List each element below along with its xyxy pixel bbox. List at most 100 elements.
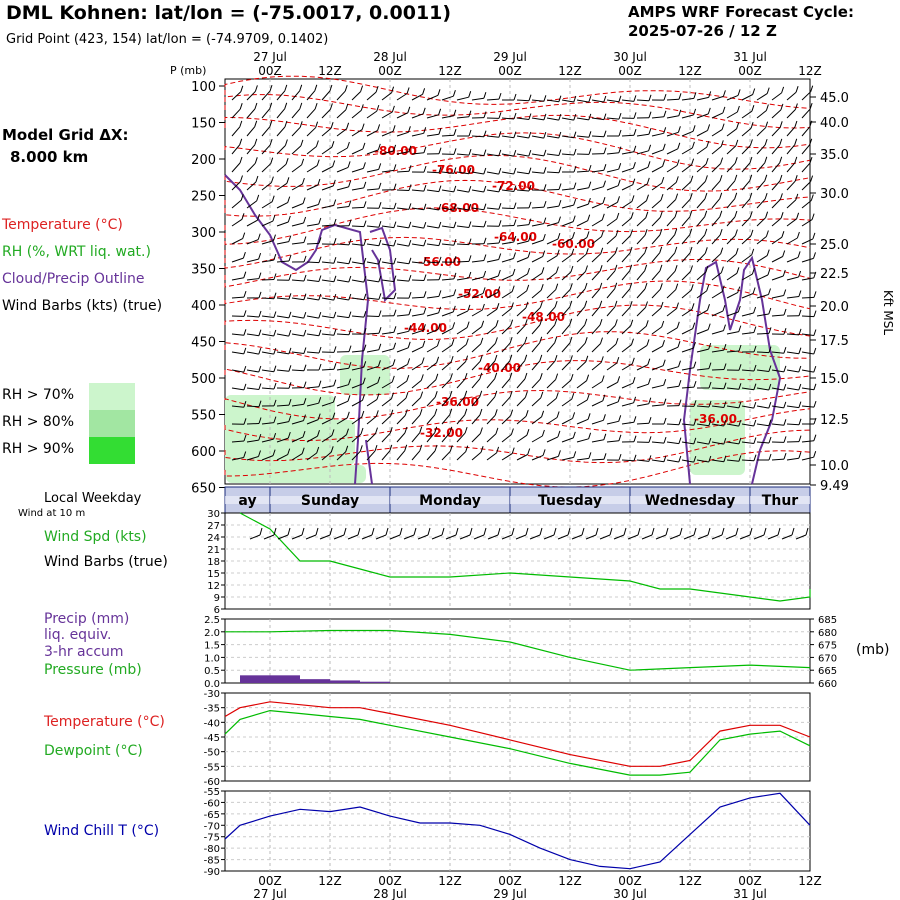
wind-barb — [531, 206, 545, 209]
wind-barb — [636, 217, 647, 227]
wind-barb — [389, 427, 393, 434]
wind-barb — [501, 207, 515, 210]
wind-barb — [558, 113, 562, 121]
wind-barb — [423, 221, 427, 229]
wind-barb — [540, 284, 544, 291]
wind-barb — [794, 103, 798, 110]
wind-barb — [651, 149, 664, 155]
wind-barb — [738, 383, 742, 390]
wind-barb — [516, 290, 527, 299]
wind-barb — [288, 382, 292, 389]
precip-bar — [270, 675, 300, 683]
wind-barb — [636, 422, 650, 425]
surface-wind-barb — [711, 534, 723, 540]
wind-barb — [561, 135, 574, 139]
wind-barb — [254, 120, 258, 127]
wind-barb — [591, 202, 604, 209]
wind-barb — [632, 178, 636, 185]
wind-barb — [648, 436, 652, 443]
wind-barb — [527, 267, 530, 275]
wind-barb — [246, 108, 256, 119]
temperature-contour-label: -76.00 — [432, 163, 475, 177]
wind-barb — [381, 450, 391, 461]
wind-speed-label: Wind Spd (kts) — [44, 529, 147, 545]
wind-barb — [749, 156, 753, 164]
wind-barb — [396, 243, 409, 247]
wind-barb — [321, 297, 334, 301]
wind-barb — [314, 84, 318, 91]
surface-wind-barb — [609, 527, 613, 536]
wind-barb — [396, 131, 409, 137]
wind-barb — [306, 184, 319, 191]
bottom-date-label: 31 Jul — [733, 887, 767, 900]
wind-barb — [360, 104, 364, 111]
wind-barb — [351, 297, 364, 301]
wind-barb — [741, 162, 751, 173]
surface-wind-barb — [389, 534, 401, 540]
wind-barb — [696, 368, 709, 371]
wind-barb — [659, 211, 663, 218]
wind-barb — [723, 455, 727, 462]
wind-barb — [734, 229, 738, 236]
wind-barb — [243, 329, 247, 336]
wind-barb — [651, 252, 661, 263]
weekday-cell-shine — [630, 496, 750, 504]
wind-barb — [681, 271, 691, 281]
wind-barb — [441, 243, 454, 246]
legend-wind: Wind Barbs (kts) (true) — [2, 298, 163, 314]
wind-barb — [516, 273, 528, 281]
wind-barb — [674, 265, 678, 272]
wind-barb — [621, 325, 632, 335]
wind-barb — [468, 167, 472, 174]
wind-barb — [426, 171, 440, 174]
wind-barb — [381, 398, 392, 407]
wind-barb — [569, 355, 573, 362]
wind-barb — [614, 319, 618, 326]
wind-barb — [663, 417, 667, 425]
wind-barb — [606, 252, 616, 263]
wind-barb — [765, 104, 769, 111]
wind-barb — [651, 326, 662, 335]
wind-barb — [276, 108, 286, 119]
wind-barb — [554, 336, 558, 343]
wind-barb — [621, 167, 634, 173]
bottom-hour-label: 12Z — [438, 874, 462, 888]
wind-barb — [633, 95, 637, 102]
wind-barb — [456, 396, 466, 407]
wind-barb — [366, 382, 379, 389]
wind-barb — [555, 266, 559, 273]
wind-barb — [764, 156, 768, 163]
wind-barb — [513, 131, 517, 138]
wind-barb — [276, 454, 288, 461]
wind-barb — [288, 293, 292, 300]
wind-barb — [572, 232, 575, 239]
wind-barb — [306, 351, 320, 354]
wind-barb — [621, 382, 634, 389]
dewpoint-panel-label: Dewpoint (°C) — [44, 743, 143, 759]
wind-barb — [361, 410, 365, 418]
wind-barb — [726, 331, 739, 335]
wind-barb — [636, 288, 646, 299]
wind-barb — [377, 124, 381, 131]
wind-barb — [651, 132, 664, 137]
wind-barb — [336, 367, 349, 371]
wind-barb — [246, 219, 258, 227]
wind-barb — [333, 346, 337, 353]
wind-barb — [288, 365, 292, 372]
wind-barb — [351, 315, 364, 318]
wind-barb — [510, 428, 514, 435]
wind-barb — [711, 180, 721, 191]
wind-barb — [601, 230, 604, 237]
wind-barb — [501, 415, 511, 425]
wind-barb — [426, 432, 436, 443]
wind-barb — [711, 441, 724, 445]
surface-wind-barb — [347, 534, 359, 540]
wind-barb — [644, 229, 648, 236]
bottom-hour-label: 12Z — [678, 874, 702, 888]
wind-barb — [423, 291, 427, 298]
wind-barb — [501, 135, 514, 139]
wind-barb — [258, 383, 262, 390]
surface-wind-barb — [417, 534, 429, 540]
wind-barb — [306, 297, 319, 301]
wind-barb — [630, 212, 634, 219]
